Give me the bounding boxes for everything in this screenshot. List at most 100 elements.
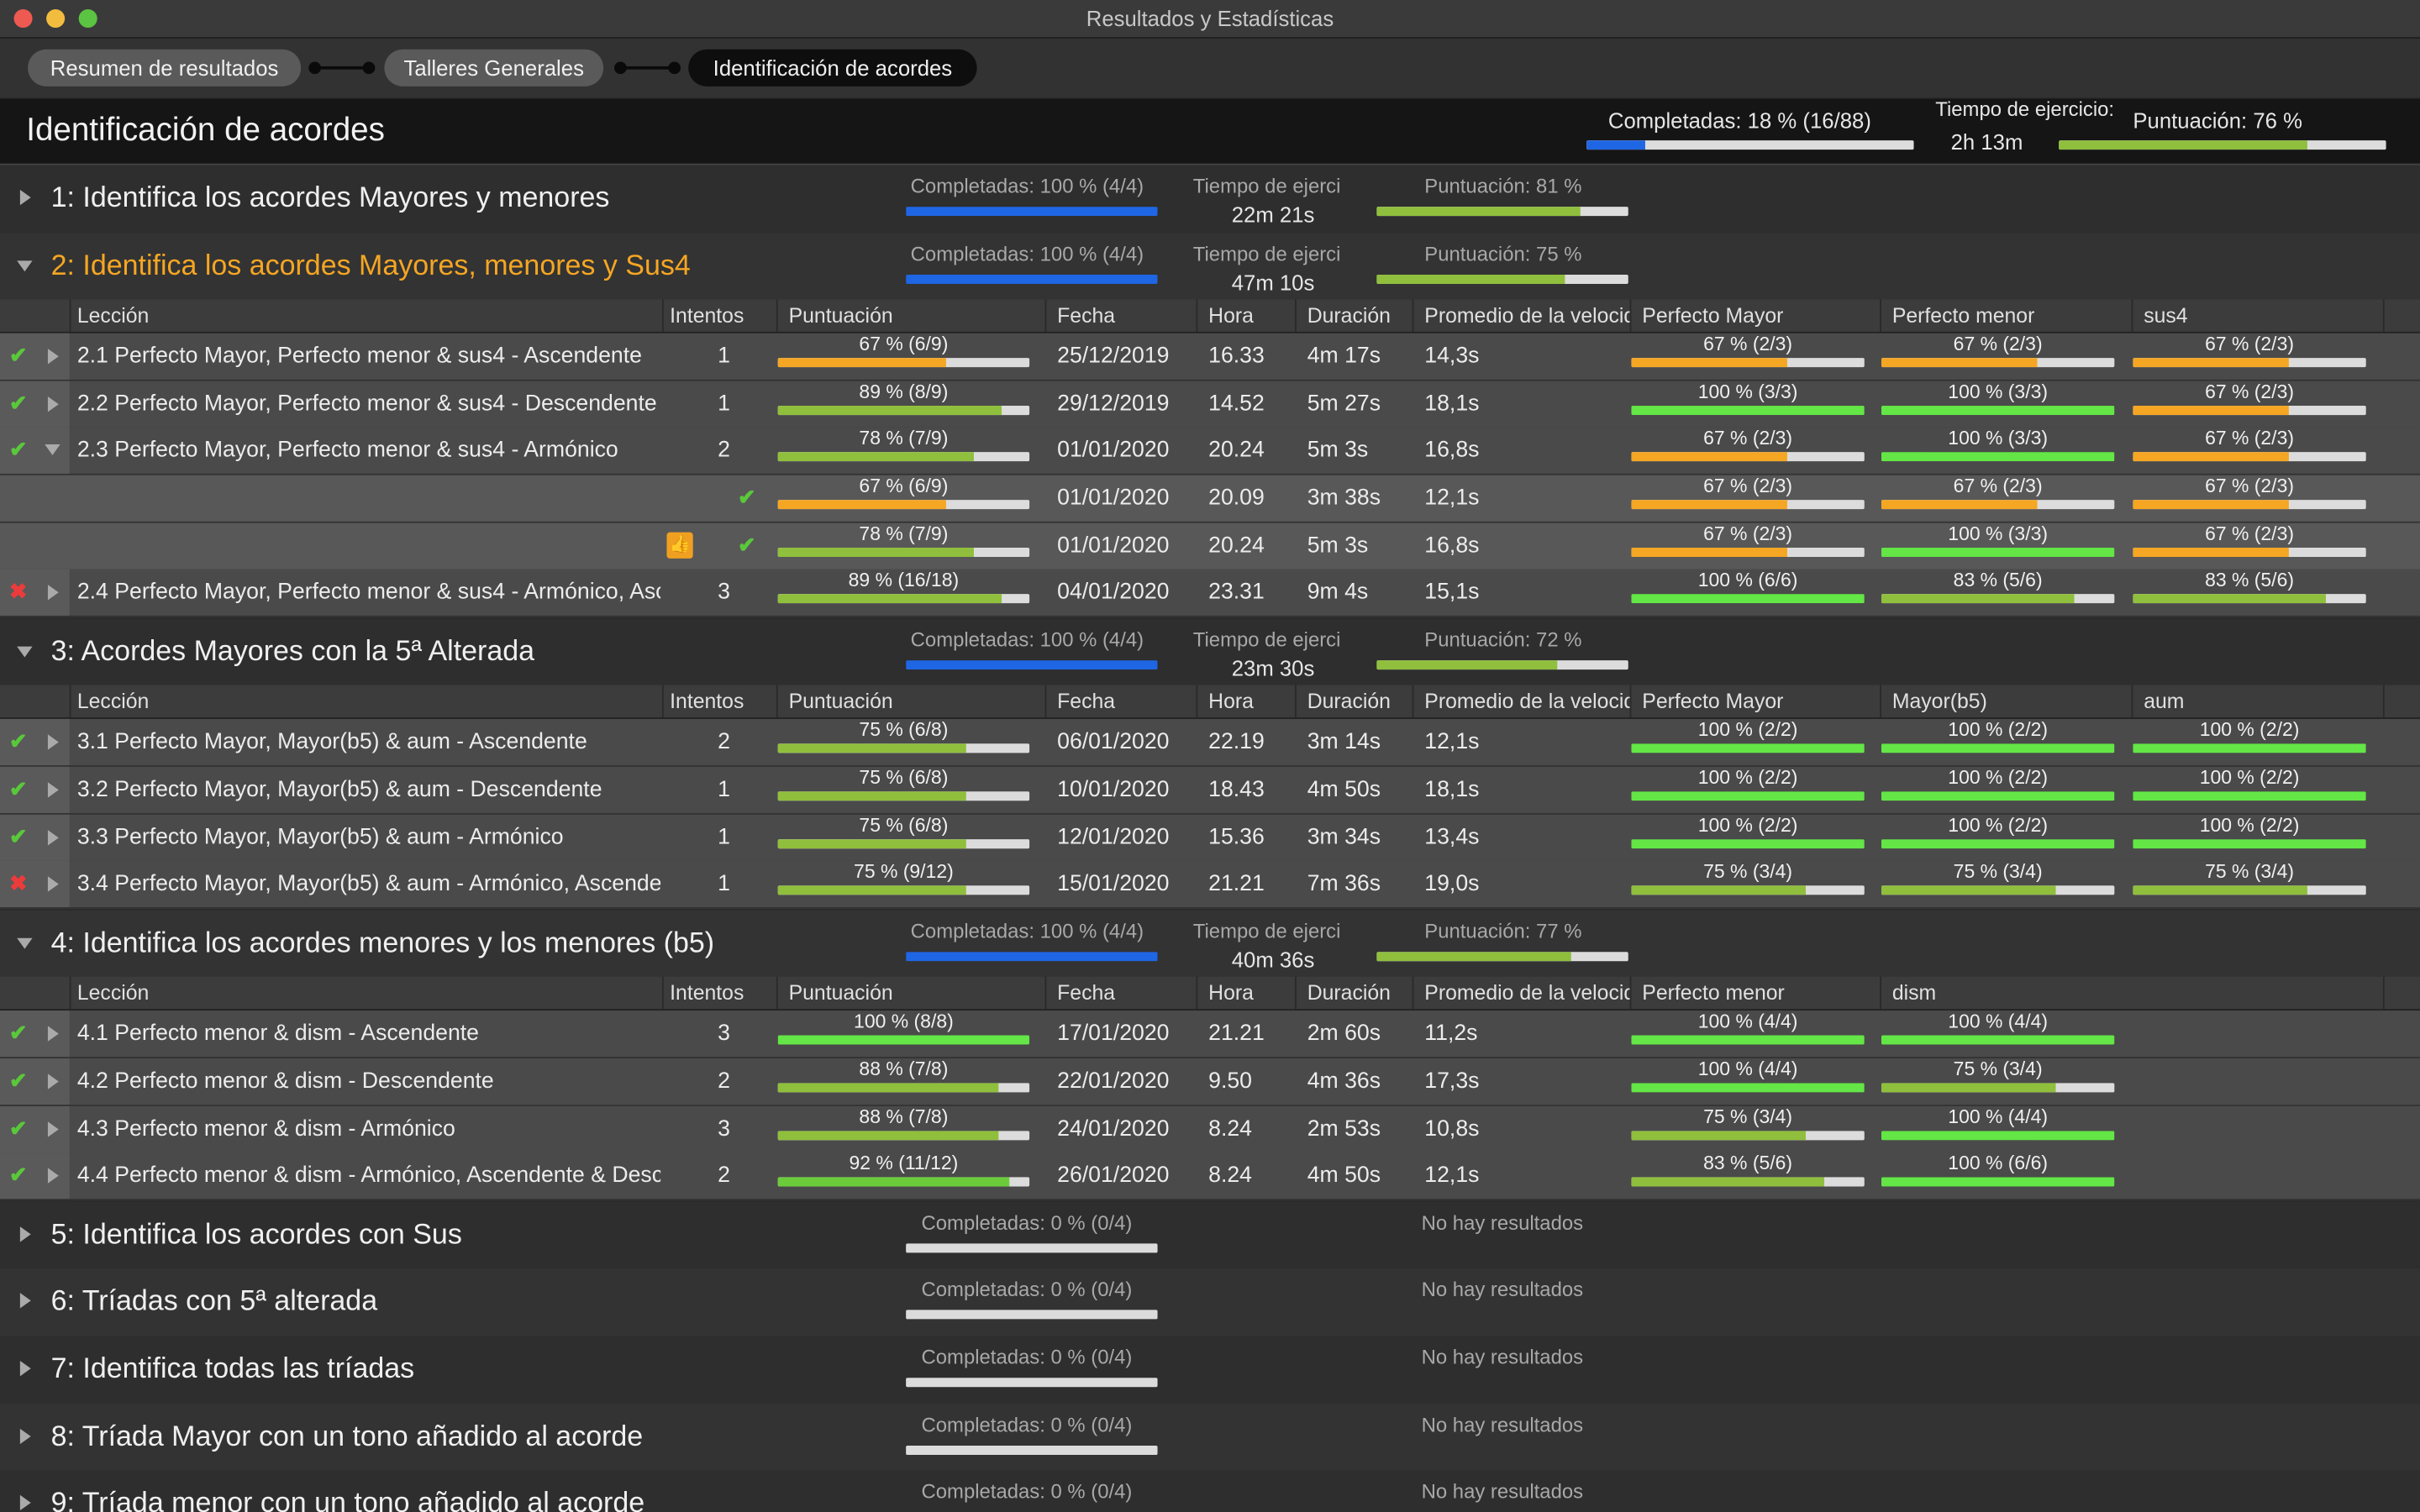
column-header[interactable]: Promedio de la velocidad: [1424, 304, 1629, 328]
group-header[interactable]: 1: Identifica los acordes Mayores y meno…: [0, 165, 2420, 234]
group-header[interactable]: 8: Tríada Mayor con un tono añadido al a…: [0, 1403, 2420, 1473]
lesson-row[interactable]: ✔ 4.1 Perfecto menor & dism - Ascendente 3…: [0, 1011, 2420, 1059]
expand-triangle-icon[interactable]: [47, 585, 59, 601]
close-window-button[interactable]: [13, 9, 33, 29]
group-header[interactable]: 2: Identifica los acordes Mayores, menor…: [0, 232, 2420, 302]
expand-triangle-icon[interactable]: [47, 876, 59, 892]
lesson-name: 4.3 Perfecto menor & dism - Armónico: [76, 1116, 455, 1142]
lesson-row[interactable]: ✔ 3.1 Perfecto Mayor, Mayor(b5) & aum - A…: [0, 719, 2420, 768]
lesson-row[interactable]: ✔ 4.2 Perfecto menor & dism - Descendente…: [0, 1058, 2420, 1106]
collapse-triangle-icon[interactable]: [17, 937, 33, 949]
group-time-label: Tiempo de ejerci: [1192, 919, 1341, 942]
attempt-row[interactable]: 👍 ✔ 78 % (7/9) 01/01/2020 20.24 5m 3s 16,8s 67 …: [0, 522, 2420, 570]
collapse-triangle-icon[interactable]: [17, 646, 33, 658]
expand-triangle-icon[interactable]: [47, 1026, 59, 1042]
column-header[interactable]: Fecha: [1057, 304, 1116, 328]
group-header[interactable]: 7: Identifica todas las tríadas Completad…: [0, 1336, 2420, 1405]
column-header[interactable]: Intentos: [670, 690, 744, 714]
group-completed-bar: [906, 659, 1158, 669]
column-header[interactable]: Promedio de la velocidad: [1424, 981, 1629, 1005]
expand-triangle-icon[interactable]: [19, 1495, 31, 1511]
expand-triangle-icon[interactable]: [47, 1168, 59, 1184]
column-header[interactable]: Lección: [76, 304, 150, 328]
interval-score-bar-fill: [1631, 838, 1865, 848]
attempt-row[interactable]: ✔ 67 % (6/9) 01/01/2020 20.09 3m 38s 12,1s 67 …: [0, 475, 2420, 523]
column-header[interactable]: Duración: [1307, 690, 1391, 714]
column-header[interactable]: Mayor(b5): [1891, 690, 1987, 714]
expand-triangle-icon[interactable]: [19, 1361, 31, 1377]
column-header[interactable]: Lección: [76, 690, 150, 714]
interval-score-value: 100 % (3/3): [1948, 522, 2049, 544]
interval-score-bar: [1881, 547, 2115, 557]
expand-triangle-icon[interactable]: [47, 1121, 59, 1137]
column-header[interactable]: aum: [2144, 690, 2185, 714]
column-header[interactable]: Duración: [1307, 981, 1391, 1005]
collapse-triangle-icon[interactable]: [17, 260, 33, 271]
lesson-row[interactable]: ✔ 4.3 Perfecto menor & dism - Armónico 3 88…: [0, 1105, 2420, 1154]
group-header[interactable]: 6: Tríadas con 5ª alterada Completadas: 0…: [0, 1268, 2420, 1338]
lesson-row[interactable]: ✖ 2.4 Perfecto Mayor, Perfecto menor & su…: [0, 570, 2420, 618]
column-header[interactable]: Fecha: [1057, 981, 1116, 1005]
column-header[interactable]: Perfecto Mayor: [1642, 690, 1784, 714]
duration-value: 2m 60s: [1307, 1021, 1381, 1047]
check-icon: ✔: [9, 1068, 28, 1093]
breadcrumb-general-workshops[interactable]: Talleres Generales: [384, 49, 604, 87]
expand-triangle-icon[interactable]: [19, 189, 31, 206]
lesson-row[interactable]: ✔ 3.2 Perfecto Mayor, Mayor(b5) & aum - D…: [0, 766, 2420, 815]
expand-triangle-icon[interactable]: [47, 735, 59, 751]
group-title: 8: Tríada Mayor con un tono añadido al a…: [50, 1419, 644, 1452]
breadcrumb-chord-identification[interactable]: Identificación de acordes: [688, 49, 977, 87]
expand-triangle-icon[interactable]: [19, 1293, 31, 1310]
time-value: 23.31: [1208, 580, 1265, 606]
column-header[interactable]: Intentos: [670, 304, 744, 328]
column-header[interactable]: Lección: [76, 981, 150, 1005]
column-header[interactable]: Perfecto menor: [1642, 981, 1785, 1005]
date-value: 01/01/2020: [1057, 438, 1170, 464]
lesson-row[interactable]: ✔ 4.4 Perfecto menor & dism - Armónico, A…: [0, 1152, 2420, 1201]
group-header[interactable]: 9: Tríada menor con un tono añadido al a…: [0, 1470, 2420, 1512]
column-header[interactable]: Hora: [1208, 981, 1254, 1005]
interval-score-bar: [1881, 500, 2115, 510]
column-header[interactable]: Promedio de la velocidad: [1424, 690, 1629, 714]
lesson-row[interactable]: ✔ 2.3 Perfecto Mayor, Perfecto menor & su…: [0, 428, 2420, 476]
breadcrumb-summary[interactable]: Resumen de resultados: [28, 49, 302, 87]
column-header[interactable]: Hora: [1208, 304, 1254, 328]
group-completed-bar: [906, 1445, 1158, 1455]
speed-value: 12,1s: [1424, 486, 1480, 511]
expand-triangle-icon[interactable]: [47, 396, 59, 412]
lesson-row[interactable]: ✔ 3.3 Perfecto Mayor, Mayor(b5) & aum - A…: [0, 814, 2420, 862]
column-header[interactable]: Fecha: [1057, 690, 1116, 714]
interval-score-bar-fill: [1631, 1036, 1865, 1046]
column-header[interactable]: Puntuación: [788, 304, 893, 328]
time-value: 20.24: [1208, 438, 1265, 464]
collapse-triangle-icon[interactable]: [45, 444, 60, 456]
group-header[interactable]: 3: Acordes Mayores con la 5ª Alterada Com…: [0, 618, 2420, 688]
zoom-window-button[interactable]: [78, 9, 97, 29]
column-header[interactable]: Duración: [1307, 304, 1391, 328]
check-icon: ✔: [9, 1162, 28, 1187]
expand-triangle-icon[interactable]: [47, 829, 59, 845]
column-header[interactable]: dism: [1891, 981, 1937, 1005]
date-value: 24/01/2020: [1057, 1116, 1170, 1142]
column-header[interactable]: Hora: [1208, 690, 1254, 714]
group-header[interactable]: 5: Identifica los acordes con Sus Complet…: [0, 1201, 2420, 1271]
group-header[interactable]: 4: Identifica los acordes menores y los …: [0, 910, 2420, 979]
lesson-row[interactable]: ✖ 3.4 Perfecto Mayor, Mayor(b5) & aum - A…: [0, 861, 2420, 910]
expand-triangle-icon[interactable]: [19, 1428, 31, 1444]
lesson-row[interactable]: ✔ 2.2 Perfecto Mayor, Perfecto menor & su…: [0, 381, 2420, 429]
expand-triangle-icon[interactable]: [47, 349, 59, 365]
column-header[interactable]: sus4: [2144, 304, 2188, 328]
lesson-row[interactable]: ✔ 2.1 Perfecto Mayor, Perfecto menor & su…: [0, 333, 2420, 382]
no-results-label: No hay resultados: [1421, 1210, 1584, 1235]
expand-triangle-icon[interactable]: [47, 782, 59, 798]
expand-triangle-icon[interactable]: [19, 1226, 31, 1242]
column-header[interactable]: Puntuación: [788, 690, 893, 714]
column-header[interactable]: Perfecto Mayor: [1642, 304, 1784, 328]
expand-triangle-icon[interactable]: [47, 1074, 59, 1089]
minimize-window-button[interactable]: [46, 9, 66, 29]
column-header[interactable]: Intentos: [670, 981, 744, 1005]
column-header[interactable]: Puntuación: [788, 981, 893, 1005]
total-score-fill: [2059, 140, 2308, 150]
lesson-name: 2.3 Perfecto Mayor, Perfecto menor & sus…: [76, 438, 618, 464]
column-header[interactable]: Perfecto menor: [1891, 304, 2035, 328]
